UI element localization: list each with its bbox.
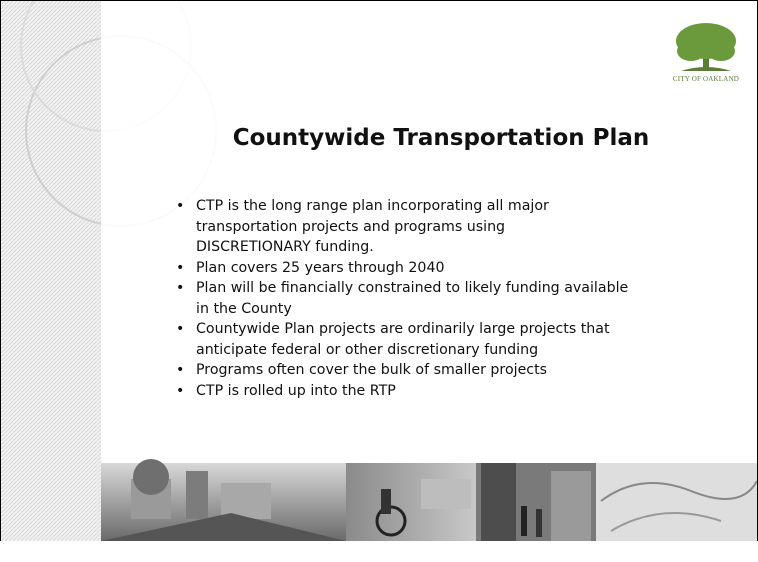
- logo-text: CITY OF OAKLAND: [672, 75, 740, 83]
- bullet-list: CTP is the long range plan incorporating…: [176, 196, 628, 401]
- bullet-line: CTP is the long range plan incorporating…: [196, 198, 549, 214]
- bullet: CTP is rolled up into the RTP: [176, 381, 628, 402]
- bullet: Plan covers 25 years through 2040: [176, 258, 628, 279]
- bullet: Plan will be financially constrained to …: [176, 278, 628, 319]
- bullet-line: Programs often cover the bulk of smaller…: [196, 362, 548, 378]
- photo-strip: [101, 459, 757, 541]
- side-band: [1, 1, 101, 541]
- bullet: Countywide Plan projects are ordinarily …: [176, 319, 628, 360]
- bullet-line: Countywide Plan projects are ordinarily …: [196, 321, 610, 337]
- logo-tree: [676, 23, 736, 71]
- bullet-line: transportation projects and programs usi…: [196, 218, 506, 235]
- bullet: CTP is the long range plan incorporating…: [176, 196, 628, 258]
- bullet: Programs often cover the bulk of smaller…: [176, 360, 628, 381]
- bullet-line: anticipate federal or other discretionar…: [196, 341, 539, 358]
- bullet-line: Plan covers 25 years through 2040: [196, 259, 445, 276]
- bullet-line: Plan will be financially constrained to …: [196, 280, 629, 296]
- bullet-line: CTP is rolled up into the RTP: [196, 382, 396, 399]
- slide: CITY OF OAKLAND Countywide Transportatio…: [0, 0, 758, 541]
- slide-title: Countywide Transportation Plan: [232, 125, 650, 151]
- bullet-line: DISCRETIONARY funding.: [196, 239, 374, 255]
- bullet-line: in the County: [196, 300, 292, 317]
